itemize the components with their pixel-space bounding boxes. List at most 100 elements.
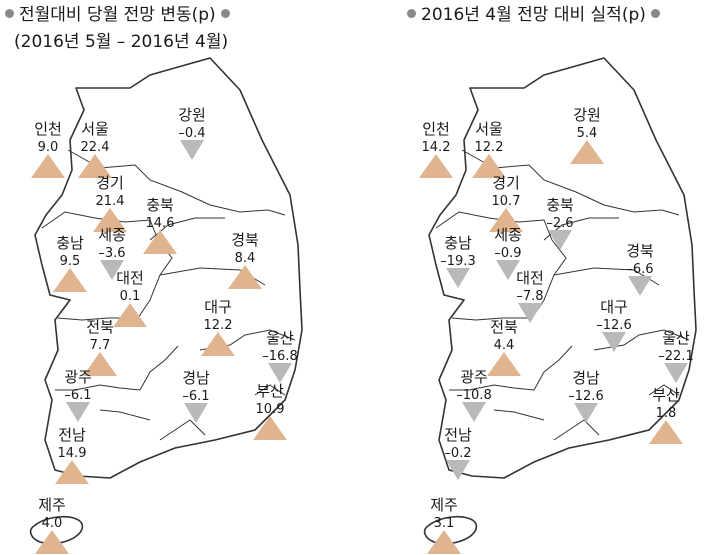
increase-triangle-icon [570,140,604,164]
decrease-triangle-icon [602,332,626,352]
decrease-triangle-icon [462,402,486,422]
region-marker: 서울 22.4 [78,120,112,178]
right-title-row: 2016년 4월 전망 대비 실적(p) [402,4,709,26]
region-name: 대구 [204,298,232,316]
region-name: 인천 [34,120,62,138]
province-border [648,384,680,396]
increase-triangle-icon [35,530,69,554]
decrease-triangle-icon [184,403,208,423]
region-marker: 경북 –6.6 [626,242,654,296]
increase-triangle-icon [83,352,117,376]
region-name: 충북 [146,196,174,214]
decrease-triangle-icon [446,268,470,288]
region-marker: 제주 3.1 [427,496,461,554]
region-marker: 전남 –0.2 [444,426,472,480]
region-marker: 대전 –7.8 [516,269,544,323]
region-value: –0.2 [444,446,471,461]
region-marker: 강원 –0.4 [178,106,206,160]
region-marker: 세종 –0.9 [494,226,522,280]
region-marker: 경남 –12.6 [568,369,604,423]
region-value: 4.0 [42,516,63,531]
region-value: 3.1 [434,516,455,531]
region-marker: 서울 12.2 [472,120,506,178]
region-marker: 경북 8.4 [228,231,262,289]
region-value: –3.6 [98,246,125,261]
region-value: 9.5 [60,254,81,269]
region-name: 충남 [444,234,472,252]
province-border [493,409,545,421]
region-name: 인천 [422,120,450,138]
province-border [533,345,573,391]
region-name: 강원 [573,106,601,124]
region-value: –6.6 [626,262,653,277]
decrease-triangle-icon [268,363,292,383]
region-marker: 인천 14.2 [419,120,453,178]
region-value: –0.4 [178,126,205,141]
decrease-triangle-icon [496,260,520,280]
bullet-dot-icon [407,9,416,18]
decrease-triangle-icon [548,230,572,250]
province-border [99,409,151,421]
region-name: 울산 [662,329,690,347]
increase-triangle-icon [489,208,523,232]
region-value: 22.4 [81,140,110,155]
province-border [518,219,567,319]
region-marker: 경남 –6.1 [182,369,210,423]
region-value: –22.1 [658,349,693,364]
jeju-island-outline [423,515,477,545]
region-value: –16.8 [262,349,297,364]
region-name: 강원 [178,106,206,124]
region-value: 0.1 [120,289,141,304]
right-title: 2016년 4월 전망 대비 실적(p) [421,5,646,25]
bullet-dot-icon [220,9,230,18]
region-name: 제주 [430,496,458,514]
region-value: –6.1 [182,389,209,404]
decrease-triangle-icon [66,402,90,422]
increase-triangle-icon [253,416,287,440]
region-marker: 전북 7.7 [83,318,117,376]
region-name: 경남 [182,369,210,387]
province-border [451,317,532,321]
province-border [159,419,206,441]
left-korea-map: 인천 9.0 서울 22.4 강원 –0.4 경기 21.4 충북 14.6 충남 9.5 세종 –3.6… [29,57,303,554]
province-border [254,384,286,396]
decrease-triangle-icon [446,460,470,480]
region-name: 대전 [116,269,144,287]
region-value: –12.6 [596,318,631,333]
region-name: 전북 [86,318,114,336]
region-marker: 전남 14.9 [55,426,89,484]
increase-triangle-icon [143,230,177,254]
region-marker: 대전 0.1 [113,269,147,327]
province-border [461,149,680,216]
bullet-dot-icon [5,9,14,18]
decrease-triangle-icon [518,303,542,323]
region-marker: 충남 9.5 [53,234,87,292]
region-value: 14.2 [422,140,451,155]
region-value: 10.7 [492,194,521,209]
region-value: –19.3 [440,254,475,269]
region-marker: 대구 –12.6 [596,298,632,352]
region-marker: 울산 –22.1 [658,329,694,383]
region-value: 14.6 [146,216,175,231]
jeju-island-outline [29,515,83,545]
increase-triangle-icon [113,303,147,327]
region-value: 7.7 [90,338,111,353]
region-value: –10.8 [456,388,491,403]
region-name: 광주 [64,368,92,386]
region-name: 세종 [494,226,522,244]
region-name: 전북 [490,318,518,336]
left-title: 전월대비 당월 전망 변동(p) [19,5,216,25]
region-marker: 부산 1.8 [649,386,683,444]
region-marker: 충북 14.6 [143,196,177,254]
region-name: 경남 [572,369,600,387]
region-name: 대전 [516,269,544,287]
province-border [67,149,286,216]
region-name: 울산 [266,329,294,347]
region-value: 4.4 [494,338,515,353]
increase-triangle-icon [228,265,262,289]
province-border [553,419,600,441]
increase-triangle-icon [427,530,461,554]
region-marker: 충북 –2.6 [546,196,574,250]
province-border [124,219,173,319]
region-name: 충남 [56,234,84,252]
